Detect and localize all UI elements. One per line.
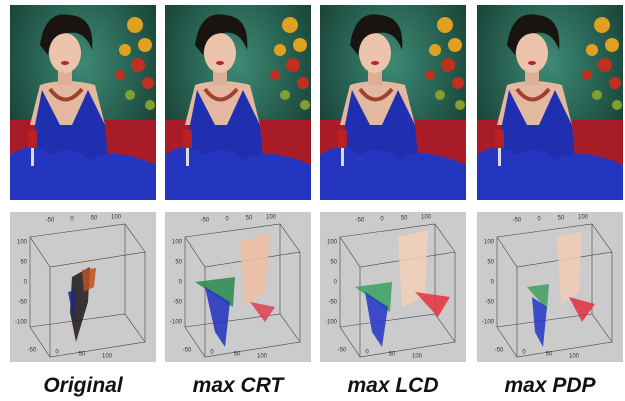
tick-label: 50 [546, 352, 553, 358]
photo [10, 5, 156, 200]
panel-label: max CRT [193, 374, 286, 397]
tick-label: 100 [266, 215, 277, 221]
tick-label: -100 [15, 320, 28, 326]
plot-background [320, 212, 466, 362]
tick-label: 100 [102, 354, 113, 360]
tick-label: -100 [170, 320, 183, 326]
tick-label: -50 [328, 300, 337, 306]
tick-label: -50 [495, 348, 504, 354]
tick-label: 100 [578, 215, 589, 221]
photo [320, 5, 466, 200]
tick-label: 50 [91, 216, 98, 222]
tick-label: 100 [421, 215, 432, 221]
tick-label: 50 [558, 216, 565, 222]
tick-label: 100 [17, 240, 28, 246]
tick-label: 50 [330, 260, 337, 266]
plot-background [165, 212, 311, 362]
tick-label: -50 [485, 300, 494, 306]
tick-label: 50 [20, 260, 27, 266]
tick-label: -50 [513, 218, 522, 224]
tick-label: 100 [172, 240, 183, 246]
tick-label: -50 [28, 348, 37, 354]
tick-label: -50 [46, 218, 55, 224]
tick-label: -50 [338, 348, 347, 354]
tick-label: 50 [175, 260, 182, 266]
tick-label: 50 [401, 216, 408, 222]
tick-label: 50 [389, 352, 396, 358]
tick-label: -50 [356, 218, 365, 224]
plot-background [477, 212, 623, 362]
panel-label: Original [43, 374, 124, 397]
tick-label: -50 [173, 300, 182, 306]
tick-label: 100 [412, 354, 423, 360]
tick-label: -50 [183, 348, 192, 354]
tick-label: 100 [257, 354, 268, 360]
tick-label: -100 [482, 320, 495, 326]
tick-label: 100 [484, 240, 495, 246]
figure: -50050100100500-50-100-50050100Original-… [0, 0, 625, 401]
tick-label: 100 [111, 215, 122, 221]
tick-label: 100 [569, 354, 580, 360]
photo [477, 5, 623, 200]
tick-label: -50 [18, 300, 27, 306]
tick-label: 50 [246, 216, 253, 222]
tick-label: 100 [327, 240, 338, 246]
photo [165, 5, 311, 200]
tick-label: 50 [79, 352, 86, 358]
panel-label: max LCD [347, 374, 438, 397]
tick-label: -50 [201, 218, 210, 224]
tick-label: 50 [234, 352, 241, 358]
tick-label: 50 [487, 260, 494, 266]
tick-label: -100 [325, 320, 338, 326]
panel-label: max PDP [504, 374, 596, 397]
